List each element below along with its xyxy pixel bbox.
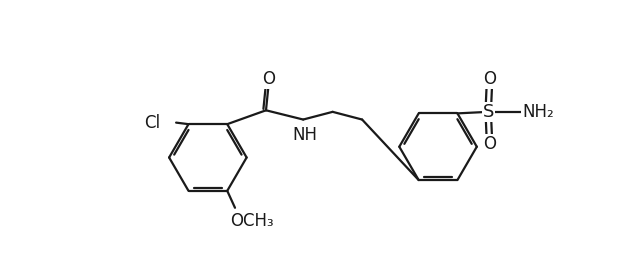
Text: NH₂: NH₂ <box>522 103 554 121</box>
Text: OCH₃: OCH₃ <box>230 212 274 230</box>
Text: O: O <box>483 135 496 153</box>
Text: O: O <box>262 70 276 88</box>
Text: NH: NH <box>292 126 317 144</box>
Text: Cl: Cl <box>145 114 161 132</box>
Text: S: S <box>483 103 494 121</box>
Text: O: O <box>483 70 496 88</box>
